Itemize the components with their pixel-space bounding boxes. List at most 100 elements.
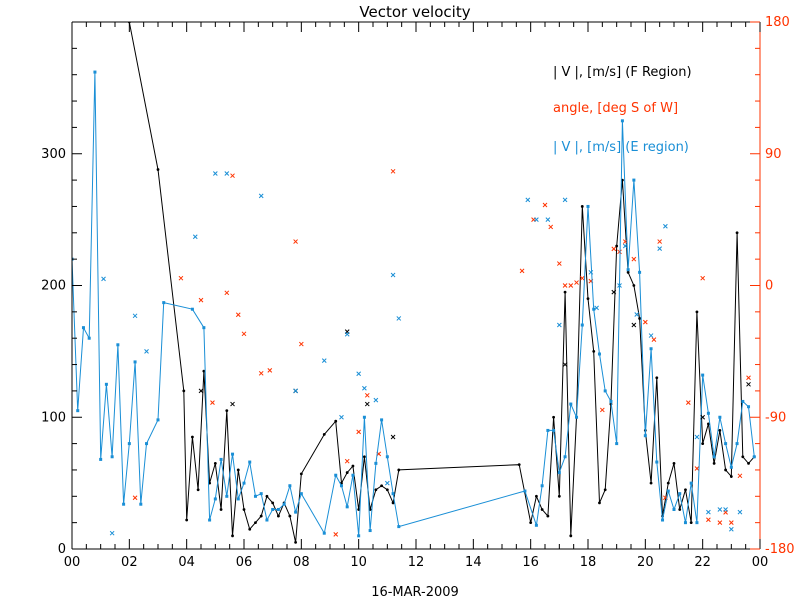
point-f-region: [666, 481, 670, 485]
marker-e-region-x: [737, 509, 743, 515]
y-right-tick-label: 90: [765, 147, 782, 162]
point-e-region: [655, 460, 659, 464]
point-angle-stroke-b: [390, 168, 396, 174]
point-e-region: [546, 428, 550, 432]
marker-e-region-x: [534, 217, 539, 222]
point-f-region: [363, 455, 366, 459]
marker-e-region-x: [594, 305, 599, 311]
point-angle: [293, 239, 298, 244]
point-e-region: [643, 434, 647, 438]
point-angle: [230, 173, 235, 179]
marker-e-region-x-stroke-b: [717, 507, 723, 512]
point-f-region: [380, 484, 383, 488]
x-tick-label: 04: [178, 555, 195, 570]
point-angle-stroke-b: [631, 256, 637, 262]
point-f-region: [615, 244, 619, 248]
point-f-region: [701, 442, 705, 445]
marker-e-region-x: [617, 283, 622, 288]
point-e-region: [156, 418, 160, 422]
marker-e-region-x-stroke-b: [706, 509, 711, 515]
point-angle: [178, 275, 184, 281]
point-e-region: [689, 481, 693, 485]
point-e-region: [351, 473, 355, 477]
marker-f-region-x-stroke-b: [746, 381, 751, 387]
point-angle-stroke-b: [364, 392, 370, 398]
point-angle-stroke-b: [746, 375, 751, 381]
point-e-region: [265, 518, 269, 522]
point-f-region: [747, 461, 750, 465]
point-e-region: [368, 529, 372, 533]
marker-e-region-x-stroke-b: [562, 197, 568, 203]
point-f-region: [580, 205, 584, 208]
point-angle-stroke-b: [562, 283, 568, 288]
marker-e-region-x-stroke-b: [339, 414, 344, 420]
point-e-region: [93, 70, 97, 74]
point-angle-stroke-b: [224, 290, 230, 296]
point-angle: [519, 268, 525, 274]
marker-e-region-x-stroke-b: [588, 269, 594, 275]
marker-e-region-x: [192, 234, 198, 240]
marker-e-region-x: [657, 246, 663, 251]
point-f-region: [592, 349, 596, 353]
point-e-region: [752, 455, 756, 459]
marker-e-region-x-stroke-b: [634, 312, 640, 317]
point-e-region: [190, 307, 194, 311]
marker-e-region-x-stroke-b: [101, 276, 106, 282]
point-f-region: [294, 541, 297, 544]
point-angle-stroke-b: [556, 261, 562, 266]
point-angle-stroke-b: [519, 268, 525, 274]
point-f-region: [626, 270, 630, 274]
marker-e-region-x-stroke-b: [534, 217, 539, 222]
point-angle-stroke-b: [235, 312, 241, 318]
point-angle: [364, 392, 370, 398]
point-f-region: [535, 494, 538, 498]
point-e-region: [683, 521, 687, 525]
marker-e-region-x: [344, 331, 350, 337]
marker-e-region-x: [132, 313, 138, 319]
marker-e-region-x: [373, 397, 379, 403]
point-e-region: [620, 119, 624, 123]
point-e-region: [661, 518, 665, 522]
point-angle: [574, 280, 579, 285]
point-angle: [198, 297, 204, 303]
point-angle: [657, 239, 663, 244]
plot-clipped-group: [72, 22, 756, 544]
marker-e-region-x-stroke-b: [396, 316, 402, 321]
legend-e-region: | V |, [m/s] (E region): [553, 140, 689, 155]
point-angle: [746, 375, 751, 381]
point-e-region: [213, 497, 217, 501]
marker-f-region-x: [390, 434, 396, 440]
marker-e-region-x: [717, 507, 723, 512]
marker-f-region-x-stroke-b: [230, 401, 235, 407]
point-angle: [568, 283, 574, 288]
marker-e-region-x: [728, 526, 734, 532]
marker-e-region-x: [588, 269, 594, 275]
marker-e-region-x: [648, 333, 654, 338]
point-e-region: [534, 523, 538, 527]
marker-e-region-x: [663, 223, 668, 229]
point-e-region: [649, 347, 653, 351]
point-e-region: [139, 502, 143, 506]
point-angle: [706, 517, 711, 523]
point-angle: [717, 520, 723, 526]
point-e-region: [116, 343, 120, 347]
point-angle-stroke-b: [706, 517, 711, 523]
point-angle: [579, 275, 585, 281]
point-f-region: [391, 501, 395, 505]
marker-e-region-x: [723, 507, 728, 512]
marker-e-region-x-stroke-b: [362, 385, 367, 391]
point-angle: [685, 400, 691, 405]
point-e-region: [741, 399, 745, 403]
point-angle: [258, 370, 264, 376]
point-e-region: [563, 455, 567, 459]
marker-f-region-x-stroke-b: [198, 388, 204, 394]
series-line-f-region: [128, 22, 755, 543]
point-f-region: [225, 409, 229, 413]
point-f-region: [724, 468, 727, 472]
marker-e-region-x: [144, 349, 149, 354]
legend-angle: angle, [deg S of W]: [553, 101, 678, 116]
point-e-region: [695, 521, 699, 525]
point-e-region: [242, 481, 246, 485]
point-e-region: [552, 428, 556, 432]
y-right-tick-label: 180: [765, 15, 790, 30]
